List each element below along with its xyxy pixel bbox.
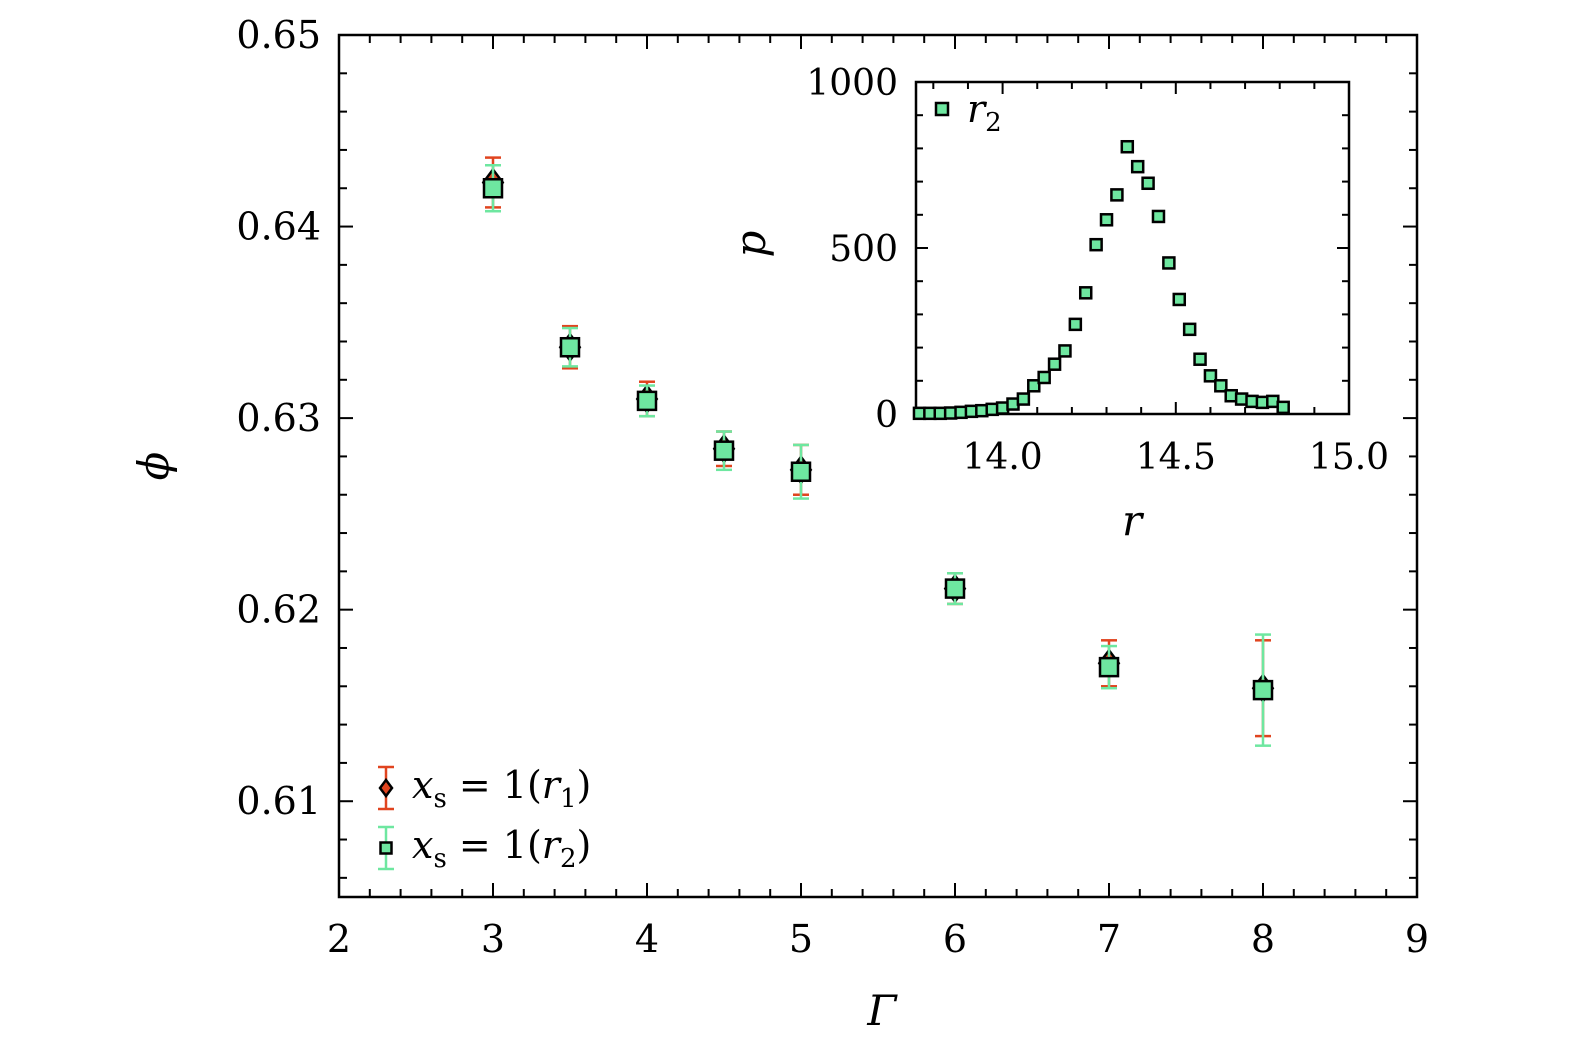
x-tick-label: 2 [327,917,351,961]
main-series-layer [481,156,1275,747]
x-tick-label: 4 [635,917,659,961]
x-tick-label: 6 [943,917,967,961]
y-tick-label: 0.61 [236,779,321,823]
inset-x-tick-label: 14.5 [1136,437,1216,478]
main-y-axis-label: ϕ [129,452,178,481]
series-2 [482,164,1274,747]
inset-legend-entry: r2 [934,87,1002,138]
y-tick-label: 0.63 [236,396,321,440]
inset-x-tick-label: 14.0 [963,437,1043,478]
inset-data-point [1027,379,1041,393]
data-point-square [790,461,812,482]
inset-data-point [1276,400,1290,415]
data-point-square [559,336,581,358]
inset-data-point [1089,237,1103,252]
data-point-square [636,390,658,412]
inset-data-point [1151,209,1166,224]
legend-marker-diamond [378,777,394,799]
inset-y-tick-label: 1000 [806,63,898,104]
y-tick-label: 0.64 [236,205,321,249]
data-point-square [482,177,504,199]
x-tick-label: 7 [1097,917,1121,961]
inset-y-tick-label: 500 [829,229,898,270]
data-point-square [713,440,735,461]
inset-data-point [1182,322,1197,337]
y-tick-label: 0.65 [236,13,321,57]
inset-data-point [1172,292,1187,307]
inset-data-point [1047,357,1062,371]
inset-data-point [1203,369,1218,383]
inset-data-point [1037,370,1051,385]
data-point-square [944,578,966,599]
inset-background [916,82,1349,414]
legend-entry-2: xs = 1(r2) [378,823,591,874]
main-legend: xs = 1(r1) xs = 1(r2) [378,763,591,874]
inset-data-point [1120,139,1135,154]
legend-label: xs = 1(r1) [412,763,591,814]
y-tick-label: 0.62 [236,588,321,632]
inset-x-tick-label: 15.0 [1309,437,1389,478]
x-tick-label: 9 [1405,917,1429,961]
inset-data-point [1141,176,1155,191]
inset-y-tick-label: 0 [875,395,898,436]
inset-data-point [1130,159,1145,174]
inset-data-point [1162,256,1176,270]
inset-data-point [1068,317,1083,332]
inset-series-layer [912,139,1290,421]
inset-data-point [1016,392,1031,406]
inset-y-axis-label: p [726,231,775,258]
x-tick-label: 8 [1251,917,1275,961]
legend-marker-square [379,841,393,855]
inset-data-point [1110,188,1124,202]
inset-data-point [1099,213,1114,227]
inset-x-axis-label: r [1122,496,1145,545]
inset-data-point [1058,344,1072,358]
legend-entry-1: xs = 1(r1) [378,763,591,814]
inset-legend-marker [934,101,950,117]
inset-data-point [1078,286,1093,300]
inset-data-point [1193,352,1207,366]
data-point-square [1252,679,1274,701]
inset-data-point [1214,379,1228,393]
inset-legend: r2 [934,87,1002,138]
inset-legend-label: r2 [967,87,1002,138]
x-tick-label: 3 [481,917,505,961]
x-tick-label: 5 [789,917,813,961]
main-axis-ticks: 2 3 4 5 6 7 8 9 0.61 0.62 0.63 0.64 0.65 [236,13,1429,961]
main-plot-frame [337,33,1419,899]
legend-label: xs = 1(r2) [412,823,591,874]
inset-series-1 [912,139,1290,421]
main-x-axis-label: Γ [866,986,898,1035]
data-point-square [1098,656,1120,678]
